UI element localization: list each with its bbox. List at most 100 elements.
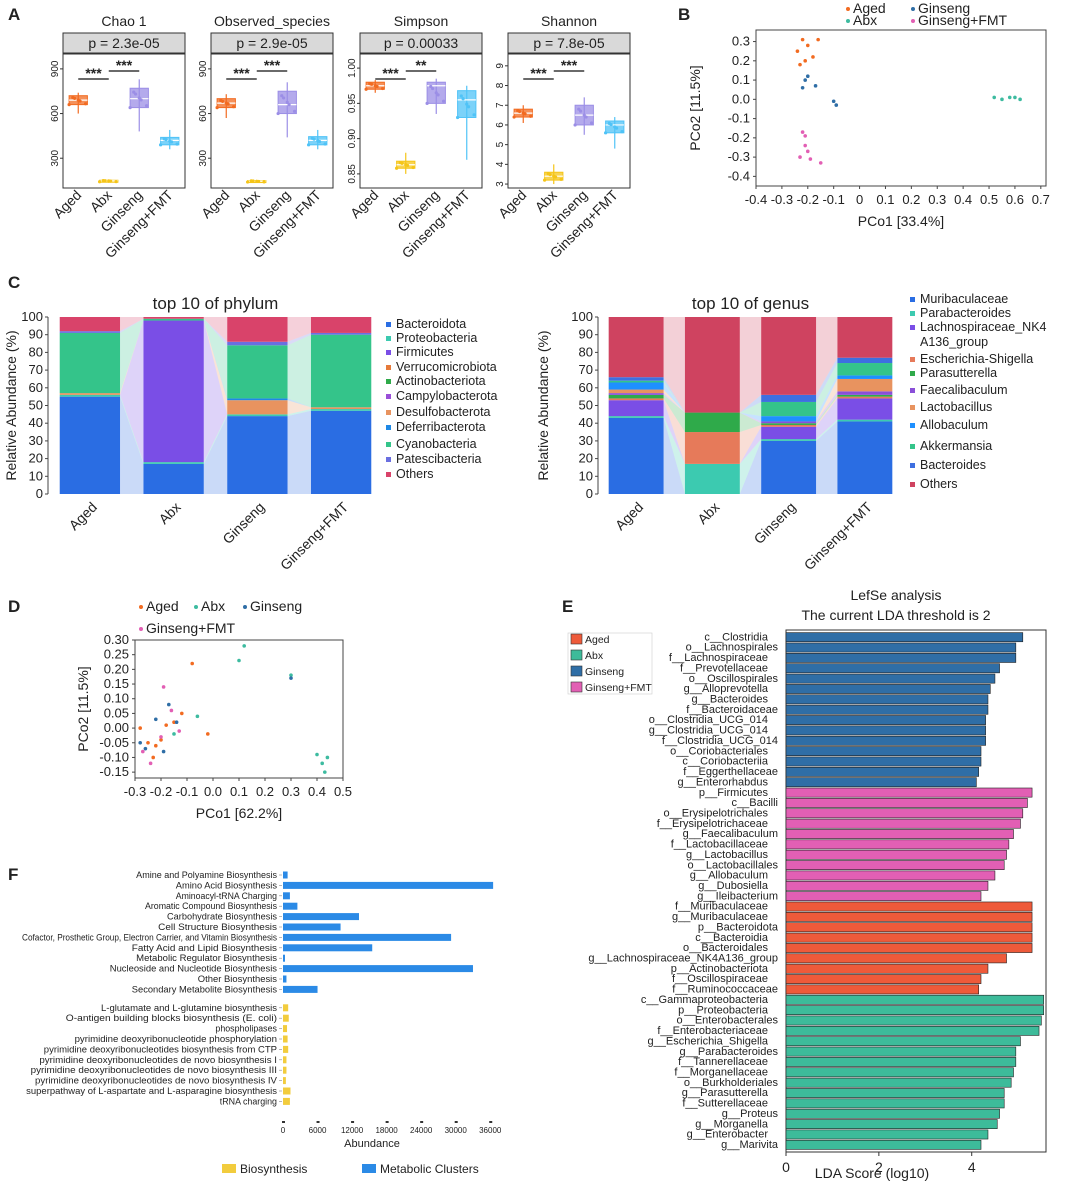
- box-point: [459, 94, 463, 98]
- y-tick-label: 0: [586, 486, 593, 501]
- lda-bar: [785, 1046, 1017, 1057]
- bar-label: f__Clostridia_UCG_014: [662, 735, 778, 747]
- y-axis-title: PCo2 [11.5%]: [75, 666, 91, 751]
- bar-label: c__Bacilli: [732, 797, 778, 809]
- legend-swatch: [222, 1164, 236, 1173]
- y-tick-label: 0.3: [732, 34, 750, 49]
- plot-frame: [210, 53, 334, 189]
- data-point: [800, 37, 805, 42]
- plot-frame: [62, 53, 186, 189]
- stack-segment: [608, 377, 664, 381]
- box-point: [613, 125, 617, 129]
- bar-label: o__Bacteroidales: [683, 942, 769, 954]
- pvalue-label: p = 2.9e-05: [236, 35, 307, 51]
- pvalue-label: p = 7.8e-05: [533, 35, 604, 51]
- stack-segment: [608, 317, 664, 378]
- x-tick-label: 4: [968, 1159, 976, 1175]
- x-tick-label: -0.4: [745, 192, 767, 207]
- legend-label: Proteobacteria: [396, 331, 477, 345]
- flow-band: [739, 317, 762, 413]
- box-point: [262, 180, 266, 184]
- flow-band: [120, 318, 144, 333]
- stack-segment: [227, 341, 288, 346]
- stack-segment: [310, 407, 372, 410]
- abundance-bar: [283, 1066, 287, 1074]
- box-point: [430, 86, 435, 91]
- x-tick-label: Ginseng+FMT: [277, 498, 352, 573]
- legend-swatch: [570, 681, 583, 693]
- stack-segment: [761, 401, 817, 417]
- data-point: [161, 685, 166, 689]
- y-tick-label: 80: [579, 344, 593, 359]
- series-aged: [138, 661, 210, 760]
- box-point: [175, 142, 179, 146]
- bar-label: g__Parasutterella: [682, 1087, 769, 1099]
- x-tick-label: -0.1: [176, 784, 198, 799]
- lda-bar: [785, 735, 986, 746]
- data-point: [1000, 97, 1004, 102]
- y-tick-label: 8: [495, 82, 506, 88]
- y-tick-label: 7: [495, 102, 506, 108]
- x-tick-label: 0.5: [334, 784, 352, 799]
- abundance-bar: [283, 902, 298, 910]
- x-tick-label: 0.4: [308, 784, 326, 799]
- stack-segment: [227, 317, 288, 342]
- box-point: [472, 113, 476, 117]
- box-point: [144, 104, 149, 108]
- bar-label: p__Firmicutes: [699, 787, 769, 799]
- series-ginseng-fmt: [798, 130, 823, 165]
- lda-bar: [785, 1015, 1042, 1026]
- x-tick: [316, 1121, 320, 1123]
- abundance-bar: [283, 1087, 291, 1095]
- lda-bar: [785, 1077, 1012, 1088]
- sig-label: ***: [233, 65, 250, 81]
- x-tick-label: 6000: [309, 1126, 327, 1135]
- legend-label: Aged: [585, 634, 610, 646]
- lda-bar: [785, 839, 1010, 850]
- data-point: [190, 661, 194, 666]
- box-point: [429, 84, 433, 89]
- data-point: [803, 143, 807, 148]
- lda-bar: [785, 1025, 1040, 1036]
- sig-label: ***: [264, 57, 281, 73]
- abundance-bar: [283, 881, 494, 889]
- y-tick-label: 80: [29, 344, 43, 359]
- bar-label: c__Bacteroidia: [695, 932, 769, 944]
- stack-segment: [837, 394, 893, 397]
- stack-segment: [837, 421, 893, 494]
- chart-subtitle: The current LDA threshold is 2: [801, 607, 990, 623]
- legend-swatch: [910, 388, 915, 393]
- box-point: [589, 121, 594, 125]
- x-tick-label: 24000: [410, 1126, 433, 1135]
- abundance-bar: [283, 954, 285, 962]
- stack-segment: [608, 400, 664, 417]
- abundance-bar: [283, 923, 341, 931]
- box-point: [434, 91, 438, 95]
- bar-label: c__Gammaproteobacteria: [641, 994, 769, 1006]
- flow-band: [120, 320, 144, 463]
- bar-label: g__Enterorhabdus: [677, 776, 768, 788]
- flow-band: [120, 394, 144, 464]
- flow-band: [203, 320, 228, 415]
- stack-segment: [310, 409, 372, 411]
- stack-segment: [59, 331, 121, 333]
- data-point: [803, 59, 807, 63]
- flow-band: [663, 400, 685, 464]
- lda-bar: [785, 860, 1005, 870]
- flow-band: [203, 414, 228, 464]
- legend-label: Ginseng: [918, 0, 970, 16]
- plot-frame: [507, 53, 631, 189]
- bar-label: g__Faecalibaculum: [683, 828, 778, 840]
- bar-label: p__Proteobacteria: [678, 1004, 769, 1016]
- stack-segment: [761, 416, 817, 422]
- stack-segment: [761, 421, 817, 424]
- lda-bar: [785, 963, 989, 974]
- lda-bar: [785, 974, 982, 984]
- y-tick-label: 50: [29, 398, 43, 413]
- pvalue-strip: [507, 32, 631, 54]
- lda-bar: [785, 922, 1033, 933]
- bar-label: phospholipases: [215, 1024, 277, 1034]
- box-point: [404, 163, 408, 167]
- bar-label: g__Lactobacillus: [686, 849, 768, 861]
- box-point: [83, 102, 88, 106]
